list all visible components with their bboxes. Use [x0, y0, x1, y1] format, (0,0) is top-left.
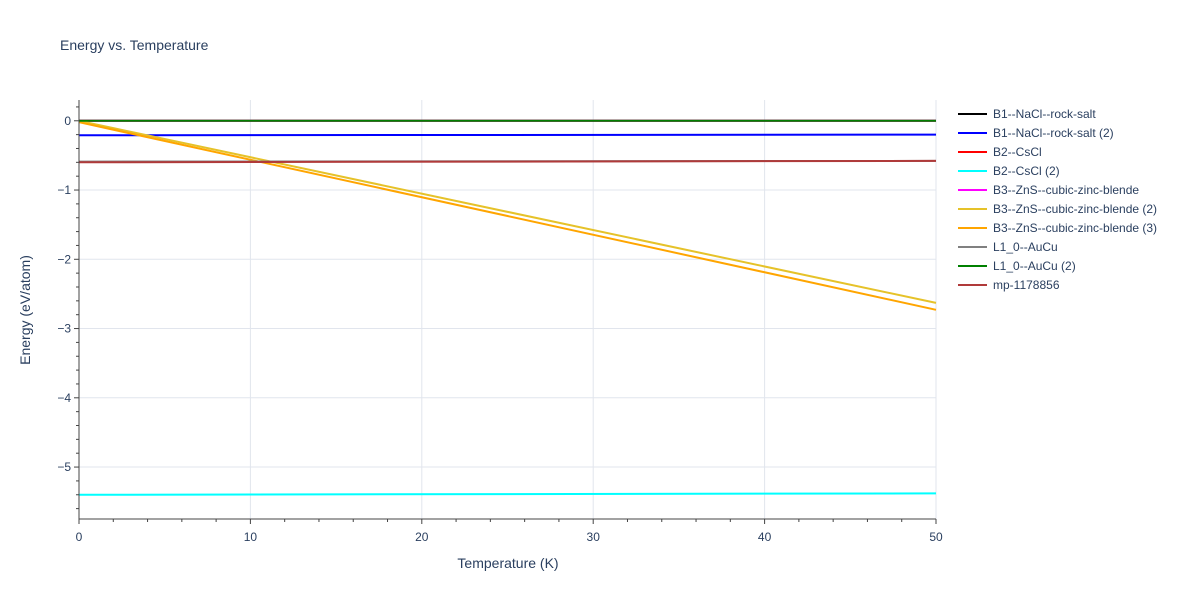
series-line-b3-zns-cubic-zinc-blende-2 — [78, 119, 937, 304]
x-axis-title: Temperature (K) — [457, 555, 558, 571]
legend[interactable]: B1--NaCl--rock-salt B1--NaCl--rock-salt (… — [958, 107, 1157, 292]
y-tick-label: −3 — [57, 322, 71, 336]
legend-item[interactable]: B2--CsCl — [958, 145, 1042, 159]
legend-item[interactable]: B3--ZnS--cubic-zinc-blende (2) — [958, 202, 1157, 216]
legend-label: B1--NaCl--rock-salt (2) — [993, 126, 1114, 140]
x-tick-label: 10 — [244, 530, 258, 544]
legend-label: B3--ZnS--cubic-zinc-blende (2) — [993, 202, 1157, 216]
legend-label: B2--CsCl — [993, 145, 1042, 159]
legend-item[interactable]: B2--CsCl (2) — [958, 164, 1060, 178]
chart-title: Energy vs. Temperature — [60, 37, 209, 53]
series-line-b1-nacl-rock-salt-2 — [78, 133, 937, 137]
x-tick-label: 50 — [929, 530, 943, 544]
legend-item[interactable]: B1--NaCl--rock-salt (2) — [958, 126, 1114, 140]
y-tick-label: −1 — [57, 183, 71, 197]
y-axis-title: Energy (eV/atom) — [17, 255, 33, 365]
x-tick-label: 40 — [758, 530, 772, 544]
legend-item[interactable]: L1_0--AuCu — [958, 240, 1058, 254]
y-tick-label: −2 — [57, 252, 71, 266]
x-tick-label: 0 — [76, 530, 83, 544]
legend-label: L1_0--AuCu (2) — [993, 259, 1076, 273]
legend-item[interactable]: mp-1178856 — [958, 278, 1060, 292]
legend-label: B1--NaCl--rock-salt — [993, 107, 1096, 121]
x-tick-label: 30 — [587, 530, 601, 544]
axes-layer: 0 10 20 30 40 50 0 −1 −2 −3 −4 −5 — [57, 100, 943, 544]
legend-label: L1_0--AuCu — [993, 240, 1058, 254]
series-line-mp-1178856 — [78, 159, 937, 164]
legend-item[interactable]: B1--NaCl--rock-salt — [958, 107, 1096, 121]
legend-item[interactable]: B3--ZnS--cubic-zinc-blende — [958, 183, 1139, 197]
legend-label: B3--ZnS--cubic-zinc-blende (3) — [993, 221, 1157, 235]
y-tick-label: −5 — [57, 460, 71, 474]
y-tick-label: −4 — [57, 391, 71, 405]
legend-label: B2--CsCl (2) — [993, 164, 1060, 178]
series-layer — [78, 119, 937, 496]
y-tick-label: 0 — [64, 114, 71, 128]
legend-item[interactable]: L1_0--AuCu (2) — [958, 259, 1076, 273]
legend-item[interactable]: B3--ZnS--cubic-zinc-blende (3) — [958, 221, 1157, 235]
x-tick-label: 20 — [415, 530, 429, 544]
series-line-b3-zns-cubic-zinc-blende-3 — [78, 121, 937, 311]
series-line-b2-cscl-2 — [78, 492, 937, 496]
legend-label: mp-1178856 — [993, 278, 1060, 292]
legend-label: B3--ZnS--cubic-zinc-blende — [993, 183, 1139, 197]
